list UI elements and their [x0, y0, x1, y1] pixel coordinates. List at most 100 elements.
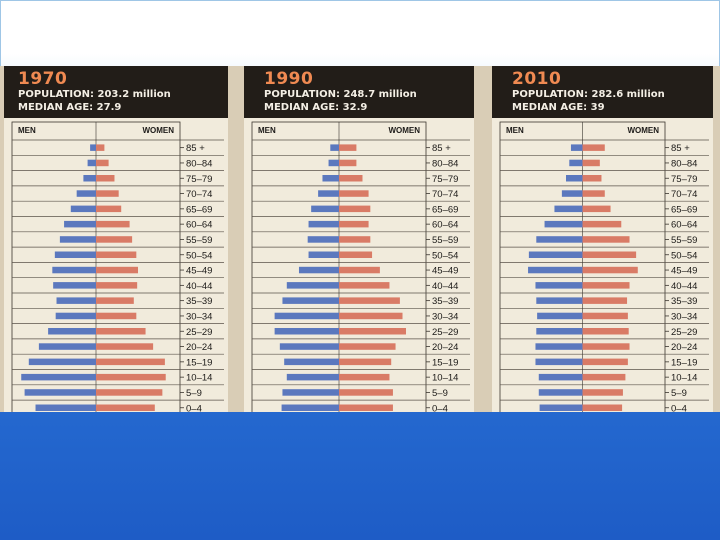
bar-women [96, 236, 133, 243]
bar-women [96, 328, 146, 335]
bar-men [35, 404, 96, 411]
age-group-label: 5–9 [186, 388, 202, 399]
panel-gutter [0, 66, 4, 414]
bar-men [24, 389, 97, 396]
bar-men [535, 343, 583, 350]
panel-gutter [474, 66, 492, 414]
bar-women [339, 220, 369, 228]
bar-women [339, 312, 403, 320]
bar-women [96, 389, 163, 396]
bar-men [76, 190, 96, 197]
bar-men [318, 190, 339, 197]
age-group-label: 5–9 [432, 388, 448, 399]
chart-title: 1970 [18, 69, 68, 89]
bar-women [339, 159, 357, 167]
age-group-label: 50–54 [186, 250, 212, 261]
age-group-label: 20–24 [671, 342, 697, 353]
legend-women: WOMEN [142, 126, 174, 135]
bar-men [83, 175, 96, 182]
bar-men [55, 312, 96, 320]
age-group-label: 10–14 [186, 373, 212, 384]
panel-header: 2010 POPULATION: 282.6 million MEDIAN AG… [492, 66, 713, 118]
bar-women [339, 358, 392, 366]
age-group-label: 15–19 [186, 357, 212, 368]
age-group-label: 20–24 [186, 342, 212, 353]
bar-men [538, 389, 583, 396]
bar-women [582, 190, 605, 197]
bar-women [339, 343, 396, 350]
bar-women [96, 282, 138, 289]
bar-men [535, 358, 583, 366]
chart-panel-2010: 2010 POPULATION: 282.6 million MEDIAN AG… [492, 66, 713, 414]
slide-footer-band [0, 412, 720, 540]
bar-men [322, 175, 339, 182]
bar-women [339, 266, 380, 274]
bar-women [582, 236, 630, 243]
age-group-label: 75–79 [186, 174, 212, 185]
bar-men [569, 159, 583, 167]
age-group-label: 55–59 [432, 235, 458, 246]
bar-men [554, 205, 583, 213]
bar-men [561, 190, 583, 197]
bar-women [96, 220, 130, 228]
age-group-label: 45–49 [671, 266, 697, 277]
bar-men [308, 220, 339, 228]
bar-women [582, 297, 628, 304]
bar-men [538, 373, 583, 381]
bar-women [96, 373, 166, 381]
bar-men [38, 343, 96, 350]
age-group-label: 35–39 [432, 296, 458, 307]
bar-women [582, 251, 637, 258]
age-group-label: 70–74 [671, 189, 697, 200]
bar-men [298, 266, 339, 274]
bar-men [537, 312, 583, 320]
median-age-label: MEDIAN AGE: [18, 102, 94, 113]
age-group-label: 0–4 [186, 403, 202, 414]
bar-women [96, 175, 115, 182]
bar-women [582, 389, 623, 396]
bar-women [96, 343, 154, 350]
bar-men [282, 297, 339, 304]
age-group-label: 10–14 [432, 373, 458, 384]
bar-women [339, 282, 390, 289]
bar-women [582, 205, 611, 213]
age-group-label: 30–34 [186, 311, 212, 322]
median-age-value: 32.9 [342, 102, 368, 113]
bar-women [96, 190, 119, 197]
chart-panel-1990: 1990 POPULATION: 248.7 million MEDIAN AG… [244, 66, 474, 414]
bar-women [339, 373, 390, 381]
population-value: 282.6 million [591, 89, 665, 100]
population-pyramid-chart: MEN WOMEN 85 + 80–84 75–79 70–74 65–69 60–64 55–… [499, 121, 709, 414]
median-age-label: MEDIAN AGE: [264, 102, 340, 113]
population-pyramid-chart: MEN WOMEN 85 + 80–84 75–79 70–74 65–69 60–64 55–… [251, 121, 470, 414]
age-group-label: 25–29 [671, 327, 697, 338]
age-group-label: 70–74 [186, 189, 212, 200]
population-value: 248.7 million [343, 89, 417, 100]
age-group-label: 30–34 [671, 311, 697, 322]
bar-women [582, 373, 626, 381]
bar-women [582, 312, 628, 320]
bar-men [308, 251, 339, 258]
age-group-label: 65–69 [186, 204, 212, 215]
bar-men [90, 144, 96, 151]
median-age-line: MEDIAN AGE: 27.9 [18, 102, 121, 113]
bar-women [96, 159, 109, 167]
population-label: POPULATION: [512, 89, 589, 100]
legend-women: WOMEN [388, 126, 420, 135]
bar-men [59, 236, 96, 243]
age-group-label: 45–49 [186, 266, 212, 277]
age-group-label: 15–19 [671, 357, 697, 368]
median-age-value: 39 [590, 102, 605, 113]
bar-men [21, 373, 97, 381]
age-group-label: 80–84 [671, 158, 697, 169]
bar-women [339, 297, 400, 304]
panel-gutter [228, 66, 244, 414]
bar-women [339, 251, 373, 258]
bar-women [582, 144, 605, 151]
age-group-label: 85 + [432, 143, 451, 154]
legend-women: WOMEN [627, 126, 659, 135]
chart-title: 2010 [512, 69, 562, 89]
bar-men [274, 312, 339, 320]
bar-women [339, 236, 371, 243]
legend-men: MEN [258, 126, 276, 135]
